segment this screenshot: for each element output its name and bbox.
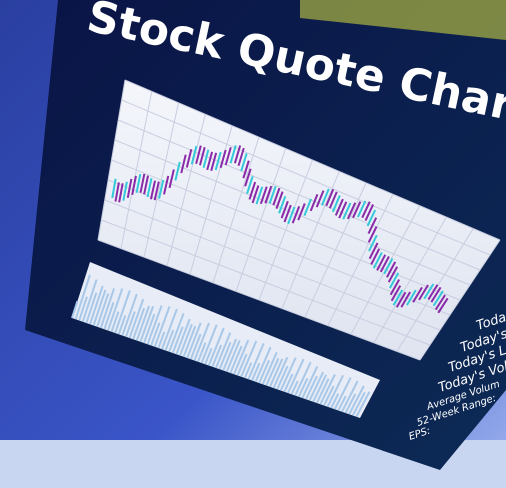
photo: Stock Quote Chart TodaToday'sToday's LTo… xyxy=(0,0,506,488)
page: Stock Quote Chart TodaToday'sToday's LTo… xyxy=(0,0,506,488)
